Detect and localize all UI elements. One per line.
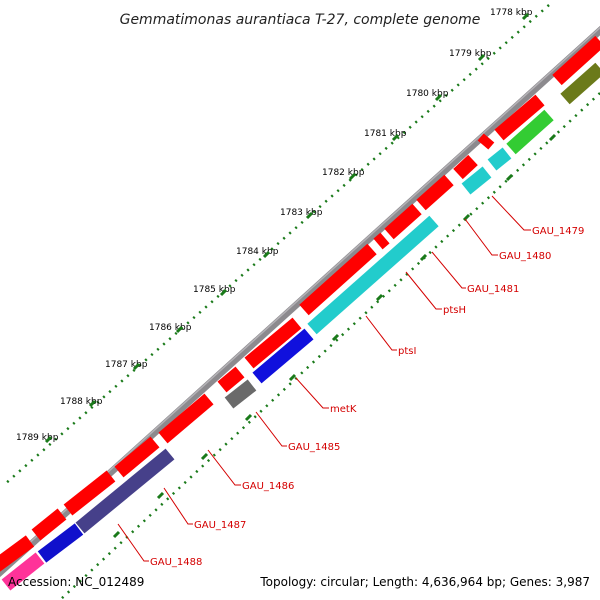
kbp-label: 1783 kbp [280,208,323,218]
leader-GAU_1488 [117,523,149,562]
gene-label: GAU_1485 [288,442,340,453]
gene-label: GAU_1480 [499,251,551,262]
forward-gene [31,508,67,541]
inner-tick [548,133,557,142]
leader-ptsI [365,315,397,351]
leader-ptsH [405,271,442,310]
inner-tick [331,333,340,342]
forward-gene [299,243,377,316]
gene-label: GAU_1479 [532,226,584,237]
gene-leader-lines [117,195,531,562]
kbp-tick [434,93,443,102]
gene-GAU_1485 [224,379,257,409]
kbp-label: 1778 kbp [490,8,533,18]
genome-summary-text: Topology: circular; Length: 4,636,964 bp… [259,575,590,589]
gene-magenta [1,552,45,591]
kbp-tick [521,12,530,21]
kbp-label: 1779 kbp [449,49,492,59]
forward-gene [453,154,478,180]
inner-tick [200,452,209,461]
outer-ticks [44,12,530,444]
inner-tick [156,491,165,500]
forward-gene [63,470,116,516]
forward-gene [244,317,302,369]
inner-tick [375,293,384,302]
kbp-label: 1784 kbp [236,247,279,257]
inner-tick [244,413,253,422]
kbp-tick [305,211,314,220]
leader-GAU_1480 [464,218,498,256]
leader-GAU_1481 [431,251,466,289]
gene-labels: GAU_1479 GAU_1480 GAU_1481 ptsH ptsI met… [150,226,584,568]
gene-label: metK [330,404,357,415]
forward-gene [552,35,600,86]
kbp-label: 1789 kbp [16,433,59,443]
leader-GAU_1487 [163,487,193,525]
gene-olive [560,62,600,105]
gene-label: GAU_1486 [242,481,294,492]
gene-right-green [506,109,554,155]
accession-text: Accession: NC_012489 [8,575,144,589]
gene-GAU_1480 [487,147,512,171]
kbp-tick [391,133,400,142]
forward-gene [384,203,422,240]
forward-gene [477,133,495,150]
kbp-tick [88,399,97,408]
inner-tick [419,253,428,262]
kbp-tick [262,250,271,259]
kbp-tick [477,53,486,62]
forward-gene [416,174,454,211]
forward-gene [158,393,214,444]
kbp-tick [44,435,53,444]
forward-gene [494,94,545,141]
kbp-tick [175,325,184,334]
outer-dotted-track [4,4,550,485]
kbp-label: 1786 kbp [149,323,192,333]
gene-metK [252,328,314,384]
forward-gene [0,535,35,572]
leader-GAU_1485 [255,411,287,447]
inner-dotted-track [59,92,600,600]
kbp-tick [219,288,228,297]
kbp-tick [132,362,141,371]
gene-label: ptsH [443,305,466,316]
kbp-label: 1788 kbp [60,397,103,407]
gene-label: GAU_1487 [194,520,246,531]
leader-GAU_1486 [207,449,241,486]
gene-ptsH [461,166,492,195]
kbp-label: 1787 kbp [105,360,148,370]
kbp-label: 1780 kbp [406,89,449,99]
map-title: Gemmatimonas aurantiaca T-27, complete g… [120,12,481,28]
inner-tick [288,373,297,382]
inner-tick [112,530,121,539]
kbp-label: 1782 kbp [322,168,365,178]
leader-GAU_1479 [491,195,531,231]
gene-label: ptsI [398,346,416,357]
gene-label: GAU_1481 [467,284,519,295]
kbp-tick [348,172,357,181]
gene-label: GAU_1488 [150,557,202,568]
kbp-labels: 1778 kbp 1779 kbp 1780 kbp 1781 kbp 1782… [16,8,533,443]
forward-strand-genes [0,35,600,572]
forward-gene [114,436,160,478]
gene-GAU_1487 [75,448,175,534]
inner-ticks [112,133,557,539]
gene-ptsI [307,215,439,335]
reverse-strand-genes [1,62,600,591]
forward-gene [373,232,390,250]
kbp-label: 1785 kbp [193,285,236,295]
kbp-label: 1781 kbp [364,129,407,139]
gene-GAU_1488 [37,523,84,563]
leader-metK [295,377,329,409]
forward-gene [217,366,245,393]
inner-tick [505,173,514,182]
